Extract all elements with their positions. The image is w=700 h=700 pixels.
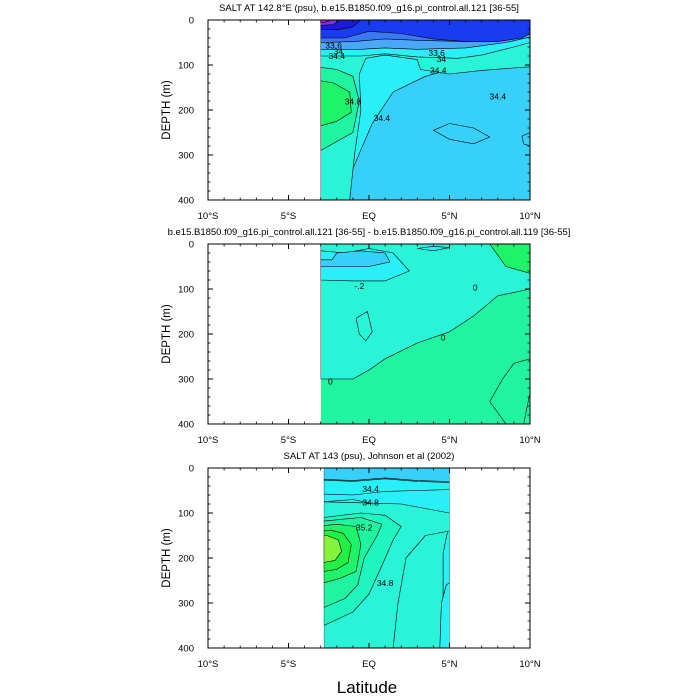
chart-title: SALT AT 143 (psu), Johnson et al (2002): [284, 451, 455, 462]
y-tick-label: 100: [178, 285, 194, 296]
x-tick-label: 5°N: [442, 211, 458, 222]
chart-panel-3: 34.4 34.8 35.2 34.8 SALT AT 143 (psu), Johns…: [161, 451, 541, 670]
contour-label: 0: [473, 283, 478, 293]
contour-label: -.2: [354, 281, 364, 291]
x-tick-label: 10°S: [198, 211, 219, 222]
y-tick-label: 0: [189, 464, 194, 475]
contour-region-11: [320, 20, 331, 24]
contour-label: 34.4: [430, 65, 447, 75]
x-tick-label: 5°S: [281, 211, 296, 222]
chart-panel-2: -.2 0 0 0 b.e15.B1850.f09_g16.pi_control.all…: [161, 227, 570, 446]
x-tick-label: 10°N: [519, 435, 540, 446]
y-tick-label: 400: [178, 420, 194, 431]
chart-title: SALT AT 142.8°E (psu), b.e15.B1850.f09_g…: [219, 3, 519, 14]
contour-region-7: [323, 535, 342, 563]
chart-title: b.e15.B1850.f09_g16.pi_control.all.121 […: [168, 227, 571, 238]
y-tick-label: 200: [178, 330, 194, 341]
x-tick-label: 5°N: [442, 435, 458, 446]
contour-label: 34: [437, 54, 447, 64]
x-tick-label: 10°N: [519, 211, 540, 222]
y-tick-label: 200: [178, 106, 194, 117]
contour-region-10: [439, 582, 450, 648]
contour-label: 34.4: [490, 92, 507, 102]
y-tick-label: 100: [178, 509, 194, 520]
y-tick-label: 0: [189, 240, 194, 251]
contour-region-8: [320, 20, 531, 42]
x-tick-label: 10°S: [198, 659, 219, 670]
y-tick-label: 100: [178, 61, 194, 72]
contour-field: [320, 20, 531, 200]
contour-region-4: [355, 311, 373, 342]
contour-label: 34.4: [374, 113, 391, 123]
contour-label: 33.6: [325, 41, 342, 51]
contour-label: 0: [328, 376, 333, 386]
x-axis-label: Latitude: [337, 678, 398, 697]
contour-label: 35.2: [356, 522, 373, 532]
contour-label: 34.4: [362, 484, 379, 494]
contour-field: [323, 468, 450, 648]
contour-label: 34.8: [362, 498, 379, 508]
contour-region-3: [320, 250, 391, 267]
y-tick-label: 400: [178, 196, 194, 207]
y-tick-label: 300: [178, 375, 194, 386]
contour-label: 34.8: [345, 96, 362, 106]
contour-region-9: [323, 478, 450, 496]
x-tick-label: EQ: [362, 659, 376, 670]
y-axis-label: DEPTH (m): [161, 304, 173, 364]
y-tick-label: 400: [178, 644, 194, 655]
x-tick-label: 5°N: [442, 659, 458, 670]
contour-label: 33.6: [428, 48, 445, 58]
contour-region-12: [433, 123, 491, 145]
contour-region-8: [323, 468, 450, 482]
y-tick-label: 200: [178, 554, 194, 565]
y-axis-label: DEPTH (m): [161, 80, 173, 140]
contour-label: 34: [334, 47, 344, 57]
x-tick-label: EQ: [362, 435, 376, 446]
y-tick-label: 300: [178, 151, 194, 162]
y-axis-label: DEPTH (m): [161, 528, 173, 588]
y-tick-label: 0: [189, 16, 194, 27]
contour-label: 34.8: [377, 578, 394, 588]
contour-field: [320, 244, 531, 424]
contour-label: 0: [441, 333, 446, 343]
x-tick-label: EQ: [362, 211, 376, 222]
contour-label: 34.4: [329, 51, 346, 61]
x-tick-label: 10°N: [519, 659, 540, 670]
x-tick-label: 5°S: [281, 435, 296, 446]
contour-region-4: [320, 80, 352, 127]
x-tick-label: 5°S: [281, 659, 296, 670]
y-tick-label: 300: [178, 599, 194, 610]
x-tick-label: 10°S: [198, 435, 219, 446]
